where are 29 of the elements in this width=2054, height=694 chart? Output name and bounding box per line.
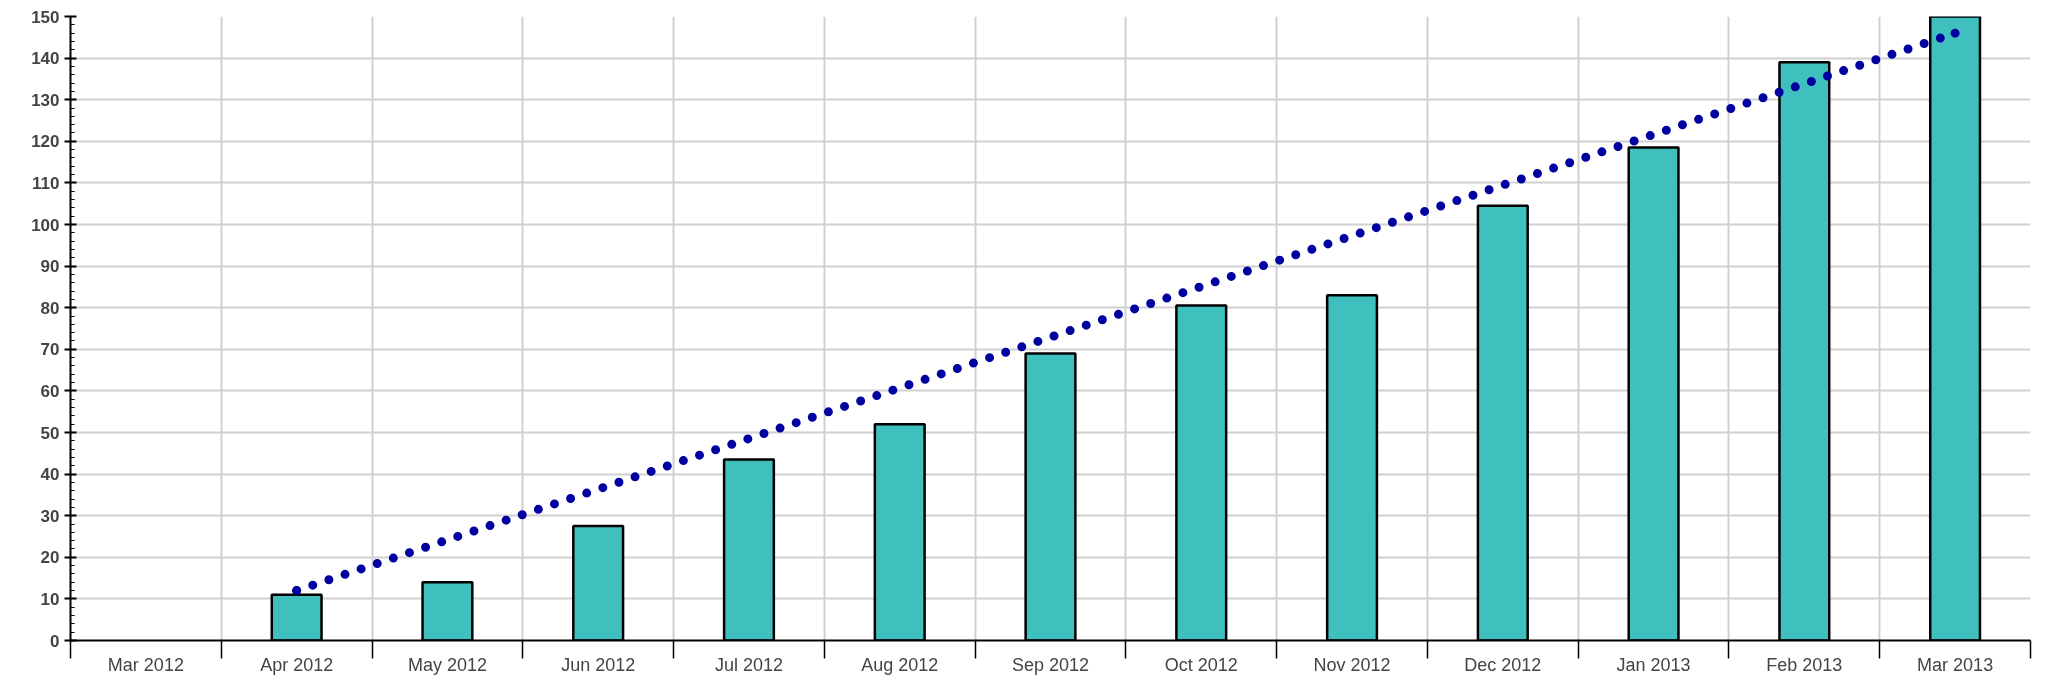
y-tick-label: 20 <box>40 548 60 568</box>
y-tick-label: 30 <box>40 506 60 526</box>
x-tick-label: Apr 2012 <box>260 654 334 675</box>
x-tick-label: Mar 2012 <box>107 654 184 675</box>
y-tick-label: 60 <box>40 381 60 401</box>
x-tick-label: Jan 2013 <box>1616 654 1691 675</box>
x-tick-label: Jul 2012 <box>714 654 783 675</box>
x-tick-label: May 2012 <box>407 654 487 675</box>
y-tick-label: 150 <box>31 7 60 27</box>
y-tick-label: 110 <box>32 173 60 193</box>
y-tick-label: 0 <box>50 631 60 651</box>
y-tick-label: 90 <box>40 257 60 277</box>
x-tick-label: Oct 2012 <box>1164 654 1238 675</box>
x-tick-label: Mar 2013 <box>1917 654 1994 675</box>
x-tick-label: Feb 2013 <box>1766 654 1843 675</box>
y-tick-label: 40 <box>40 465 60 485</box>
y-tick-label: 100 <box>31 215 60 235</box>
y-tick-label: 10 <box>40 589 60 609</box>
y-tick-label: 140 <box>31 49 60 69</box>
x-tick-label: Nov 2012 <box>1313 654 1391 675</box>
x-tick-label: Aug 2012 <box>861 654 939 675</box>
y-tick-label: 50 <box>40 423 60 443</box>
y-tick-label: 80 <box>40 298 60 318</box>
y-tick-label: 130 <box>31 90 60 110</box>
y-tick-label: 120 <box>31 132 60 152</box>
x-tick-label: Sep 2012 <box>1011 654 1090 675</box>
x-tick-label: Jun 2012 <box>561 654 636 675</box>
x-tick-label: Dec 2012 <box>1464 654 1542 675</box>
y-tick-label: 70 <box>40 340 60 360</box>
